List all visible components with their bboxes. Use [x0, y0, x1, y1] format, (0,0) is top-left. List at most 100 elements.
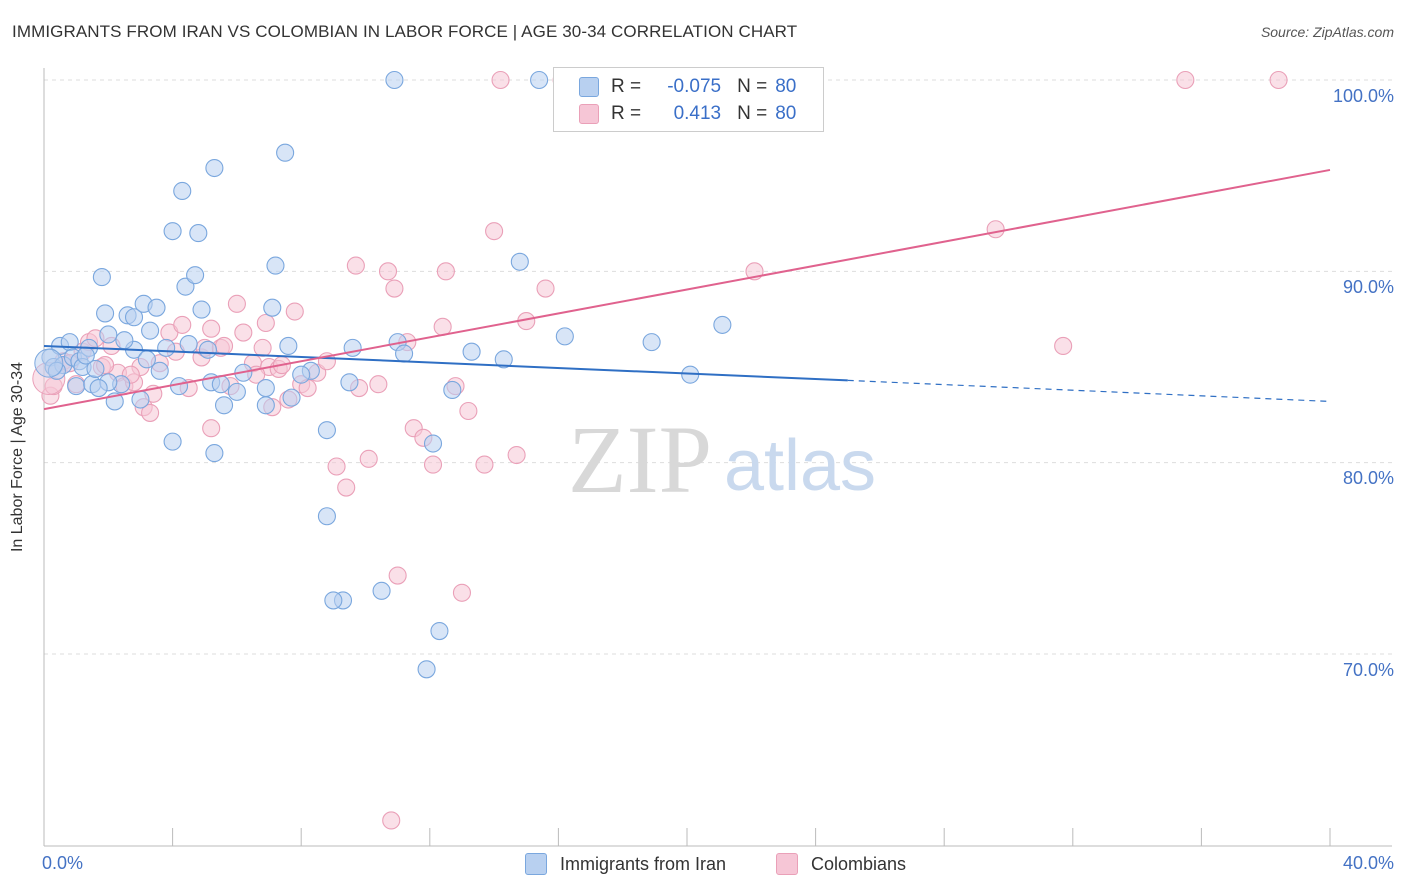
iran-trend-extension: [847, 379, 1331, 403]
colombian-point: [491, 70, 510, 90]
legend-r-iran: -0.075: [667, 76, 722, 97]
iran-point: [96, 304, 115, 323]
iran-point: [189, 224, 208, 243]
colombian-point: [485, 222, 504, 241]
iran-point: [282, 388, 301, 407]
colombian-point: [256, 313, 275, 333]
iran-point: [263, 298, 282, 317]
iran-point: [198, 340, 218, 359]
colombian-point: [141, 403, 160, 422]
legend-item-iran[interactable]: Immigrants from Iran: [525, 853, 726, 875]
iran-point: [423, 434, 443, 453]
x-tick-40: 40.0%: [1342, 853, 1394, 873]
iran-point: [642, 333, 661, 352]
legend-n-iran: 80: [775, 76, 797, 97]
iran-point: [443, 380, 462, 400]
iran-point: [510, 252, 529, 271]
colombian-point: [385, 279, 404, 298]
iran-point: [179, 334, 198, 354]
iran-trend-line: [43, 344, 848, 382]
iran-point: [214, 396, 234, 415]
colombian-point: [986, 220, 1005, 239]
iran-point: [324, 591, 343, 610]
iran-point: [276, 143, 295, 162]
iran-point: [256, 396, 275, 415]
legend-r-label: R =: [611, 103, 642, 124]
iran-point: [494, 350, 513, 369]
iran-point: [292, 365, 311, 384]
source-label: Source: ZipAtlas.com: [1260, 24, 1394, 40]
legend-n-label: N =: [737, 103, 768, 124]
iran-point: [169, 377, 189, 396]
colombian-point: [1176, 70, 1195, 90]
trend-lines: [43, 168, 1331, 411]
iran-point: [340, 373, 359, 392]
stats-legend: R = -0.075 N = 80 R = 0.413 N = 80: [553, 67, 824, 132]
colombian-point: [285, 302, 304, 321]
colombian-point: [202, 319, 221, 338]
colombian-point: [388, 566, 407, 585]
iran-point: [186, 266, 205, 285]
iran-point: [86, 359, 105, 378]
colombian-point: [1269, 70, 1288, 90]
colombian-point: [327, 457, 346, 476]
colombian-point: [359, 449, 378, 468]
y-tick-70: 70.0%: [1342, 660, 1394, 680]
y-tick-90: 90.0%: [1342, 277, 1394, 297]
iran-point: [205, 158, 224, 178]
iran-point: [317, 421, 336, 440]
iran-point: [92, 268, 111, 287]
iran-point: [99, 325, 118, 344]
iran-point: [157, 338, 176, 357]
legend-swatch-colombians: [776, 853, 798, 875]
iran-point: [163, 432, 182, 451]
chart-title: IMMIGRANTS FROM IRAN VS COLOMBIAN IN LAB…: [12, 22, 798, 41]
iran-point: [141, 321, 160, 340]
series-legend: Immigrants from Iran Colombians: [0, 853, 1406, 877]
colombian-point: [378, 262, 398, 281]
iran-point: [430, 621, 449, 641]
iran-point: [279, 336, 298, 356]
iran-point: [67, 377, 86, 396]
watermark-atlas: atlas: [724, 426, 876, 506]
colombian-point: [337, 478, 356, 497]
iran-point: [34, 348, 64, 378]
colombian-point: [436, 262, 455, 281]
colombian-point: [227, 294, 246, 313]
iran-point: [713, 315, 732, 334]
colombian-point: [346, 256, 365, 275]
iran-point: [76, 346, 95, 365]
iran-point: [385, 70, 404, 90]
legend-item-colombians[interactable]: Colombians: [776, 853, 906, 875]
legend-swatch-iran: [525, 853, 547, 875]
colombian-point: [173, 315, 192, 334]
axes: [43, 68, 1392, 847]
iran-point: [192, 300, 211, 319]
colombian-point: [459, 401, 478, 421]
legend-label-colombians: Colombians: [811, 853, 907, 874]
colombian-point: [202, 419, 221, 438]
colombian-point: [369, 375, 388, 394]
iran-point: [227, 382, 246, 401]
iran-point: [530, 70, 549, 90]
iran-point: [372, 581, 391, 600]
iran-point: [266, 256, 285, 275]
y-tick-100: 100.0%: [1332, 86, 1394, 106]
legend-row-colombians: R = 0.413 N = 80: [554, 100, 796, 128]
iran-point: [395, 344, 414, 363]
iran-point: [115, 331, 134, 350]
iran-point: [173, 181, 192, 201]
colombian-point: [382, 811, 401, 830]
colombian-point: [475, 455, 494, 474]
legend-n-label: N =: [737, 76, 768, 97]
colombian-point: [433, 317, 452, 336]
iran-point: [317, 507, 336, 526]
y-tick-80: 80.0%: [1342, 468, 1394, 488]
iran-point: [462, 342, 481, 361]
iran-point: [147, 298, 166, 317]
iran-point: [89, 378, 108, 398]
watermark-zip: ZIP: [568, 406, 712, 513]
legend-n-colombians: 80: [775, 103, 797, 124]
colombian-point: [423, 455, 443, 474]
